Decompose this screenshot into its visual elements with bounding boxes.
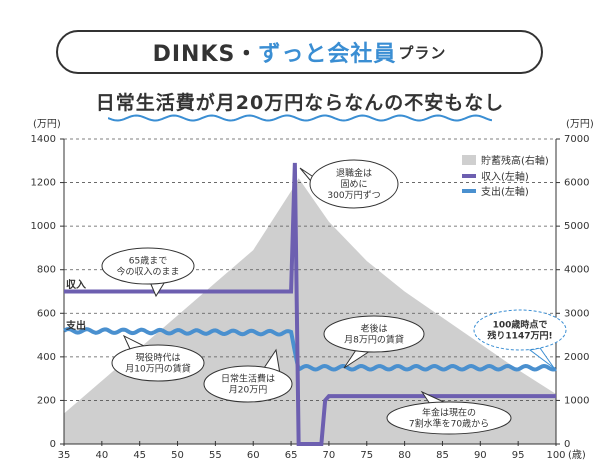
x-tick-label: 35 <box>58 450 71 461</box>
right-tick-label: 0 <box>564 439 570 450</box>
annotation-bubble <box>309 159 399 209</box>
right-tick-label: 6000 <box>564 178 589 189</box>
left-tick-label: 800 <box>37 265 56 276</box>
right-tick-label: 7000 <box>564 134 589 145</box>
left-axis-unit: (万円) <box>33 119 61 130</box>
x-tick-label: 95 <box>512 450 525 461</box>
left-tick-label: 1200 <box>31 178 56 189</box>
x-tick-label: 80 <box>398 450 411 461</box>
left-tick-label: 1400 <box>31 134 56 145</box>
income-line <box>64 162 556 446</box>
annotation-bubble <box>101 247 195 285</box>
x-tick-label: 65 <box>285 450 298 461</box>
annotation-bubble <box>386 401 512 435</box>
right-tick-label: 4000 <box>564 265 589 276</box>
annotation-bubble <box>473 309 567 351</box>
right-axis-unit: (万円) <box>566 119 594 130</box>
plan-title-prefix: DINKS・ <box>152 42 259 67</box>
x-tick-label: 45 <box>133 450 146 461</box>
plan-title-frame: DINKS・ ずっと会社員 プラン <box>56 30 543 74</box>
left-tick-label: 600 <box>37 308 56 319</box>
annotation-text: 月8万円の賃貸 <box>344 334 404 346</box>
legend-label-expense: 支出(左軸) <box>481 185 529 198</box>
left-tick-label: 1000 <box>31 221 56 232</box>
plan-title: DINKS・ ずっと会社員 プラン <box>58 32 541 72</box>
annotation-text: 固めに <box>340 179 367 190</box>
x-tick-label: 75 <box>360 450 373 461</box>
expense-line <box>63 326 557 372</box>
annotation-text: 月10万円の賃貸 <box>125 363 190 375</box>
left-tick-label: 0 <box>50 439 56 450</box>
legend-label-savings: 貯蓄残高(右軸) <box>481 154 549 167</box>
annotation-text: 残り1147万円! <box>487 330 552 342</box>
annotation-text: 月20万円 <box>229 385 267 396</box>
subtitle-wave-underline <box>108 114 492 122</box>
annotation-text: 7割水準を70歳から <box>409 418 489 430</box>
annotation-text: 65歳まで <box>129 255 167 267</box>
income-series-label: 収入 <box>66 279 86 291</box>
x-tick-label: 55 <box>209 450 222 461</box>
right-tick-label: 2000 <box>564 352 589 363</box>
annotation-text: 年金は現在の <box>422 407 476 419</box>
right-tick-label: 5000 <box>564 221 589 232</box>
right-tick-label: 1000 <box>564 395 589 406</box>
annotation-text: 今の収入のまま <box>116 266 179 278</box>
annotation-text: 現役時代は <box>135 352 180 364</box>
annotation-text: 老後は <box>360 323 387 335</box>
annotation-bubble <box>111 344 205 382</box>
wave-path <box>108 114 492 122</box>
legend-label-income: 収入(左軸) <box>481 170 529 183</box>
x-tick-label: 90 <box>474 450 487 461</box>
left-tick-label: 200 <box>37 395 56 406</box>
annotation-text: 300万円ずつ <box>327 190 380 201</box>
plan-title-suffix: プラン <box>398 43 447 62</box>
x-tick-label: 85 <box>436 450 449 461</box>
annotation-text: 日常生活費は <box>221 373 275 385</box>
left-tick-label: 400 <box>37 352 56 363</box>
x-tick-label: 50 <box>171 450 184 461</box>
x-tick-label: 100 <box>546 450 565 461</box>
annotation-pointer <box>528 347 555 369</box>
expense-series-label: 支出 <box>65 319 86 332</box>
x-tick-label: 40 <box>95 450 108 461</box>
x-tick-label: 70 <box>323 450 336 461</box>
legend-swatch-savings <box>462 155 476 165</box>
savings-area <box>64 178 556 444</box>
annotation-text: 100歳時点で <box>493 319 548 331</box>
x-axis-unit: (歳) <box>568 449 586 461</box>
right-tick-label: 3000 <box>564 308 589 319</box>
chart-subtitle: 日常生活費が月20万円ならなんの不安もなし <box>95 92 505 114</box>
annotation-bubble <box>203 365 293 403</box>
annotation-bubble <box>323 315 425 353</box>
plan-title-highlight: ずっと会社員 <box>258 42 397 67</box>
x-tick-label: 60 <box>247 450 260 461</box>
annotation-text: 退職金は <box>336 167 372 179</box>
